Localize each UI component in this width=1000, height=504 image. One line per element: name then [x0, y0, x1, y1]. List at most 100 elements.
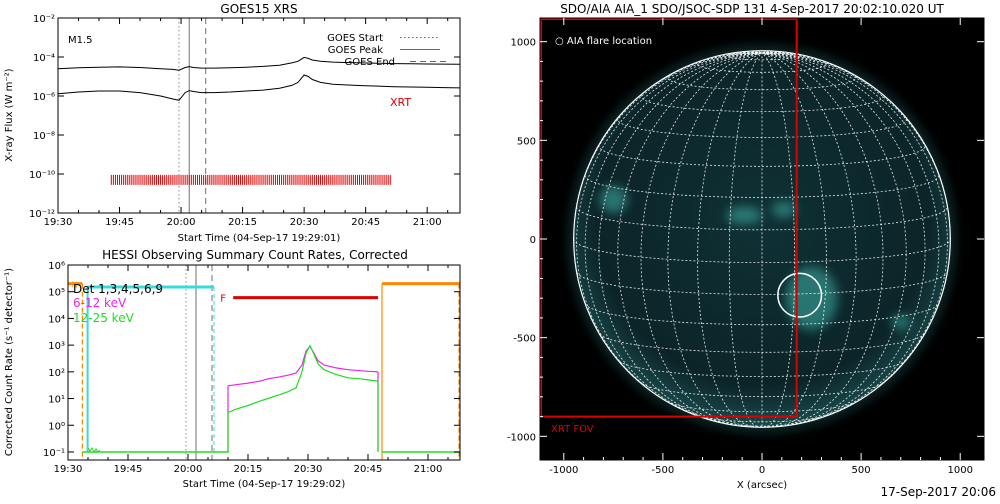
aia-title: SDO/AIA AIA_1 SDO/JSOC-SDP 131 4-Sep-201… [560, 2, 944, 16]
longitude-line [761, 52, 872, 87]
longitude-line [761, 52, 948, 387]
goes-axes: 19:30 19:45 20:00 20:15 20:30 20:45 21:00 10⁻¹²… [29, 14, 461, 228]
hessi-flare-flag-label: F [220, 294, 226, 305]
legend-goes-end-label: GOES End [345, 57, 395, 68]
x-tick-label: 20:15 [228, 217, 257, 228]
goes-class-label: M1.5 [68, 35, 93, 46]
goes-xrs-panel: GOES15 XRS X-ray Flux (W m⁻²) Start Time… [0, 0, 500, 250]
latitude-line [640, 94, 884, 112]
goes-short-channel-line [58, 74, 460, 101]
longitude-line [584, 52, 763, 416]
aia-solar-disk [573, 50, 951, 428]
x-tick-label: 20:00 [167, 217, 196, 228]
goes-y-axis-label: X-ray Flux (W m⁻²) [4, 68, 15, 161]
longitude-line [667, 52, 763, 427]
y-tick-label: 10⁻⁴ [33, 53, 55, 64]
x-tick-label: 20:30 [294, 464, 323, 475]
y-tick-label: 10³ [48, 341, 65, 352]
y-tick-label: 10⁻¹⁰ [29, 170, 55, 181]
legend-goes-start-label: GOES Start [327, 33, 383, 44]
goes-legend: GOES Start GOES Peak GOES End [327, 33, 450, 68]
hessi-title: HESSI Observing Summary Count Rates, Cor… [102, 248, 408, 262]
aia-limb [573, 50, 951, 428]
aia-active-region [890, 314, 911, 329]
aia-y-tick-label: 0 [530, 235, 536, 246]
legend-12-25-kev: 12-25 keV [73, 311, 135, 325]
x-tick-label: 19:30 [54, 464, 83, 475]
y-tick-label: 10² [48, 368, 65, 379]
goes-x-axis-label: Start Time (04-Sep-17 19:29:01) [178, 233, 341, 244]
legend-det: Det 1,3,4,5,6,9 [73, 282, 163, 296]
y-tick-label: 10⁻¹² [29, 209, 55, 220]
x-tick-label: 20:45 [351, 217, 380, 228]
goes-plot-area [58, 18, 460, 213]
x-tick-label: 20:15 [234, 464, 263, 475]
plot-frame [57, 17, 461, 214]
latitude-line [584, 303, 940, 326]
longitude-line [697, 52, 763, 427]
legend-goes-peak-label: GOES Peak [328, 45, 383, 56]
latitude-line [598, 144, 926, 167]
aia-y-tick-label: -1000 [507, 432, 536, 443]
longitude-line [707, 52, 763, 60]
plot-frame [67, 264, 461, 461]
x-tick-label: 20:30 [290, 217, 319, 228]
hessi-plot-area: FN [68, 265, 460, 460]
y-tick-label: 10⁰ [48, 421, 65, 432]
longitude-line [617, 52, 763, 425]
y-tick-label: 10⁻² [33, 14, 55, 25]
longitude-line [761, 52, 857, 427]
longitude-line [761, 52, 827, 427]
y-tick-label: 10⁻¹ [43, 448, 65, 459]
longitude-line [761, 51, 766, 54]
xrt-fov-label: XRT FOV [551, 424, 594, 435]
longitude-line [652, 52, 763, 87]
aia-y-tick-label: 500 [517, 136, 536, 147]
aia-legend: ○ AIA flare location [555, 36, 652, 47]
longitude-line [761, 52, 940, 416]
x-tick-label: 20:00 [174, 464, 203, 475]
latitude-line [697, 61, 827, 73]
longitude-line [758, 51, 763, 54]
longitude-line [576, 52, 763, 387]
x-tick-label: 19:30 [44, 217, 73, 228]
hessi-axes: 19:30 19:45 20:00 20:15 20:30 20:45 21:00 10⁻¹ 1… [43, 261, 461, 475]
hessi-6-12-kev-line [227, 345, 379, 387]
longitude-line [761, 52, 907, 425]
aia-y-tick-label: 1000 [511, 38, 536, 49]
aia-active-region [726, 206, 762, 225]
goes-long-channel-line [58, 56, 460, 71]
aia-active-region [785, 266, 838, 330]
aia-x-tick-label: -500 [652, 465, 675, 476]
aia-active-region [771, 201, 796, 218]
longitude-line [761, 52, 817, 60]
hessi-x-axis-label: Start Time (04-Sep-17 19:29:02) [183, 479, 346, 490]
y-tick-label: 10⁻⁸ [33, 131, 55, 142]
goes-title: GOES15 XRS [220, 2, 297, 16]
footer-date: 17-Sep-2017 20:06 [881, 485, 996, 499]
hessi-noise [87, 446, 101, 453]
x-tick-label: 21:00 [414, 464, 443, 475]
aia-x-tick-label: 0 [759, 465, 765, 476]
longitude-line [728, 52, 763, 427]
y-tick-label: 10⁴ [48, 314, 65, 325]
y-tick-label: 10¹ [48, 395, 65, 406]
latitude-line [599, 333, 925, 353]
aia-axes: -1000 -500 0 500 1000 1000 500 0 -500 -1000 [507, 17, 985, 476]
aia-flare-location-marker [777, 272, 823, 318]
x-tick-label: 19:45 [114, 464, 143, 475]
hessi-panel: HESSI Observing Summary Count Rates, Cor… [0, 248, 500, 500]
aia-panel: SDO/AIA AIA_1 SDO/JSOC-SDP 131 4-Sep-201… [500, 0, 1000, 500]
aia-image [540, 18, 957, 434]
aia-y-tick-label: -500 [513, 334, 536, 345]
hessi-marker-n: N [72, 281, 78, 290]
aia-x-tick-label: -1000 [549, 465, 578, 476]
hessi-y-axis-label: Corrected Count Rate (s⁻¹ detector⁻¹) [4, 268, 15, 456]
legend-6-12-kev: 6-12 keV [73, 296, 127, 310]
aia-x-axis-label: X (arcsec) [737, 480, 787, 491]
x-tick-label: 19:45 [105, 217, 134, 228]
aia-active-region [599, 185, 628, 214]
xrt-fov-box [540, 18, 798, 418]
